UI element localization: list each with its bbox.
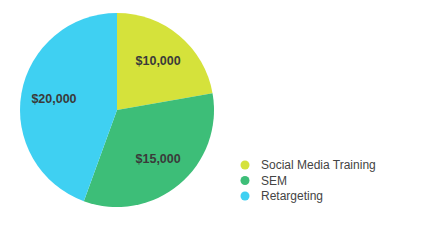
pie-slice	[20, 13, 117, 201]
legend-item: SEM	[241, 174, 288, 188]
legend-swatch	[241, 176, 250, 185]
legend-label: Retargeting	[261, 189, 323, 203]
legend-swatch	[241, 161, 250, 170]
legend-item: Retargeting	[241, 189, 324, 203]
data-label: $15,000	[136, 152, 181, 166]
pie-slice	[117, 13, 213, 110]
pie	[20, 13, 214, 207]
legend-label: SEM	[261, 174, 287, 188]
data-labels: $10,000 $15,000 $20,000	[31, 54, 180, 166]
data-label: $20,000	[31, 92, 76, 106]
legend-item: Social Media Training	[241, 158, 376, 172]
chart: $10,000 $15,000 $20,000 Social Media Traini…	[0, 0, 426, 229]
data-label: $10,000	[136, 54, 181, 68]
legend: Social Media Training SEMRetargeting	[241, 158, 376, 203]
legend-label: Social Media Training	[261, 158, 376, 172]
legend-swatch	[241, 192, 250, 201]
